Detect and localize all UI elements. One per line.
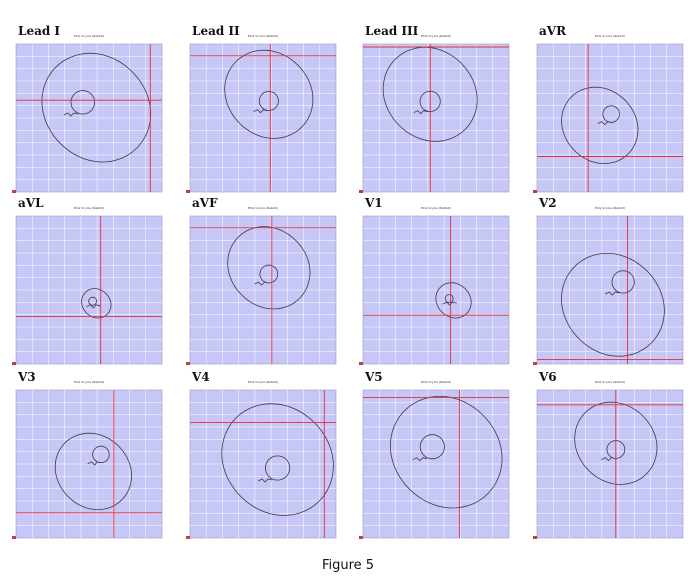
origin-marker: [186, 536, 190, 539]
lead-label: Lead I: [18, 24, 61, 38]
vcg-curve: [224, 49, 314, 139]
lead-panel-v6: V6 ECG Vcycle (Rabbit): [531, 370, 687, 544]
vcg-curve: [382, 46, 478, 142]
lead-panel-lead-iii: Lead III ECG Vcycle (Rabbit): [357, 24, 513, 198]
plot-title: ECG Vcycle (Rabbit): [247, 34, 279, 38]
figure-caption: Figure 5: [321, 558, 375, 573]
lead-label: V2: [539, 196, 557, 210]
vcg-plot: [359, 389, 510, 539]
lead-panel-v5: V5 ECG Vcycle (Rabbit): [357, 370, 513, 544]
lead-panel-v4: V4 ECG Vcycle (Rabbit): [184, 370, 340, 544]
plot-title: ECG Vcycle (Rabbit): [73, 34, 105, 38]
lead-panel-lead-ii: Lead II ECG Vcycle (Rabbit): [184, 24, 340, 198]
lead-label: V4: [192, 370, 210, 384]
vcg-plot: [12, 43, 163, 193]
plot-title: ECG Vcycle (Rabbit): [594, 34, 626, 38]
lead-label: aVL: [18, 196, 44, 210]
origin-marker: [359, 362, 363, 365]
origin-marker: [359, 190, 363, 193]
origin-marker: [12, 190, 16, 193]
lead-label: Lead III: [365, 24, 419, 38]
origin-marker: [533, 536, 537, 539]
vcg-plot: [359, 215, 510, 365]
lead-panel-lead-i: Lead I ECG Vcycle (Rabbit): [10, 24, 166, 198]
lead-label: V3: [18, 370, 36, 384]
vcg-curve: [227, 226, 311, 310]
vcg-plot: [186, 215, 337, 365]
vcg-curve: [41, 52, 152, 163]
origin-marker: [359, 536, 363, 539]
plot-title: ECG Vcycle (Rabbit): [73, 206, 105, 210]
origin-marker: [12, 362, 16, 365]
vcg-curve: [389, 396, 503, 509]
origin-marker: [533, 362, 537, 365]
lead-label: V6: [539, 370, 557, 384]
lead-panel-v3: V3 ECG Vcycle (Rabbit): [10, 370, 166, 544]
vcg-curve: [574, 401, 658, 485]
vcg-plot: [186, 389, 337, 539]
vcg-plot: [12, 215, 163, 365]
lead-panel-v1: V1 ECG Vcycle (Rabbit): [357, 196, 513, 370]
lead-label: aVR: [539, 24, 567, 38]
vcg-plot: [533, 215, 684, 365]
vcg-curve: [54, 432, 133, 510]
plot-title: ECG Vcycle (Rabbit): [594, 380, 626, 384]
vcg-plot: [359, 43, 510, 193]
lead-panel-avl: aVL ECG Vcycle (Rabbit): [10, 196, 166, 370]
plot-title: ECG Vcycle (Rabbit): [247, 206, 279, 210]
lead-label: V5: [365, 370, 383, 384]
plot-title: ECG Vcycle (Rabbit): [594, 206, 626, 210]
lead-panel-avr: aVR ECG Vcycle (Rabbit): [531, 24, 687, 198]
vcg-plot: [186, 43, 337, 193]
plot-title: ECG Vcycle (Rabbit): [420, 206, 452, 210]
plot-title: ECG Vcycle (Rabbit): [420, 380, 452, 384]
lead-label: aVF: [192, 196, 218, 210]
origin-marker: [186, 190, 190, 193]
plot-title: ECG Vcycle (Rabbit): [73, 380, 105, 384]
vcg-plot: [533, 389, 684, 539]
plot-title: ECG Vcycle (Rabbit): [420, 34, 452, 38]
origin-marker: [186, 362, 190, 365]
vcg-curve: [561, 253, 665, 357]
lead-panel-v2: V2 ECG Vcycle (Rabbit): [531, 196, 687, 370]
plot-title: ECG Vcycle (Rabbit): [247, 380, 279, 384]
vcg-plot: [533, 43, 684, 193]
vcg-curve: [221, 403, 334, 516]
lead-panel-avf: aVF ECG Vcycle (Rabbit): [184, 196, 340, 370]
lead-label: V1: [365, 196, 383, 210]
vcg-plot: [12, 389, 163, 539]
origin-marker: [12, 536, 16, 539]
vcg-curve: [435, 282, 472, 319]
origin-marker: [533, 190, 537, 193]
lead-label: Lead II: [192, 24, 240, 38]
